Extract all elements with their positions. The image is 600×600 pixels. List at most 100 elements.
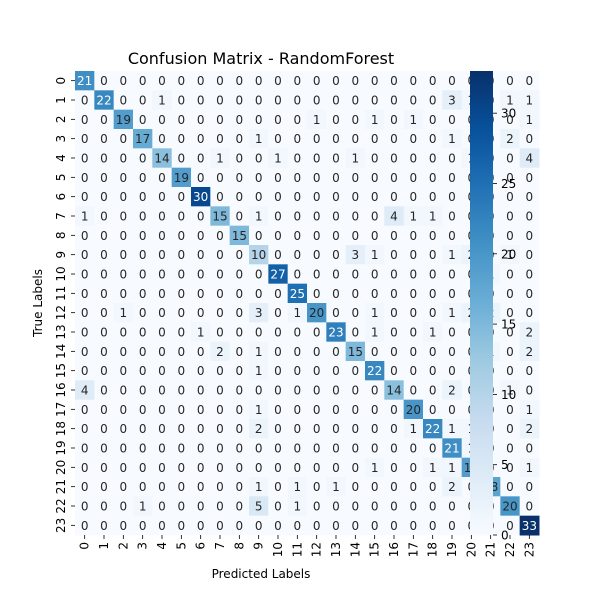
x-tick-label: 10 [271,542,285,557]
heatmap-cell [519,187,540,207]
cell-value: 1 [255,132,263,146]
heatmap-cell [326,245,347,265]
heatmap-cell [307,419,327,439]
cell-value: 0 [120,384,128,398]
cell-value: 0 [178,500,186,514]
cell-value: 0 [178,132,186,146]
cell-value: 0 [197,268,205,282]
heatmap-cell [345,264,366,285]
heatmap-cell [268,515,289,536]
heatmap-cell [500,90,521,111]
cell-value: 0 [158,519,166,533]
heatmap-cell [171,322,192,343]
cell-value: 0 [506,326,514,340]
heatmap-cell [249,457,269,478]
cell-value: 0 [139,190,147,204]
cell-value: 0 [100,132,108,146]
cell-value: 1 [294,500,302,514]
heatmap-cell [384,167,405,188]
heatmap-cell [519,264,540,285]
cell-value: 5 [255,500,263,514]
heatmap-cell [423,283,443,304]
cell-value: 0 [81,306,89,320]
heatmap-cell [500,283,521,304]
y-tick-label: 21 [54,479,68,494]
heatmap-cell [403,438,424,459]
cell-value: 0 [178,461,186,475]
heatmap-cell [403,187,424,207]
cell-value: 1 [255,345,263,359]
cell-value: 0 [197,152,205,166]
heatmap-cell [171,399,192,420]
heatmap-cell [229,438,250,459]
cell-value: 1 [429,210,437,224]
cell-value: 22 [425,422,440,436]
cell-value: 0 [313,519,321,533]
heatmap-cell [519,419,540,439]
cell-value: 2 [448,480,456,494]
cell-value: 0 [429,248,437,262]
heatmap-cell [210,245,231,265]
heatmap-cell [442,109,463,130]
heatmap-cell [307,477,327,497]
cell-value: 0 [332,384,340,398]
heatmap-cell [500,71,521,91]
cell-value: 0 [255,190,263,204]
heatmap-cell [287,167,308,188]
heatmap-cell [287,187,308,207]
heatmap-cell [345,245,366,265]
cell-value: 0 [429,500,437,514]
cell-value: 0 [120,94,128,108]
heatmap-cell [229,457,250,478]
heatmap-cell [442,438,463,459]
cell-value: 0 [236,248,244,262]
heatmap-cell [268,419,289,439]
cell-value: 0 [178,422,186,436]
cell-value: 0 [197,384,205,398]
cell-value: 0 [390,364,398,378]
heatmap-cell [345,303,366,323]
cell-value: 0 [429,132,437,146]
cell-value: 0 [294,519,302,533]
heatmap-cell [75,419,95,439]
cell-value: 0 [390,268,398,282]
heatmap-cell [326,264,347,285]
heatmap-cell [133,283,153,304]
heatmap-cell [423,341,443,362]
colorbar-tick-label: 20 [501,247,516,261]
cell-value: 0 [255,229,263,243]
heatmap-cell [500,264,521,285]
heatmap-cell [210,187,231,207]
heatmap-cell [384,380,405,401]
cell-value: 0 [332,519,340,533]
cell-value: 0 [139,403,147,417]
cell-value: 0 [371,500,379,514]
heatmap-cell [500,225,521,246]
cell-value: 0 [371,190,379,204]
cell-value: 25 [290,287,305,301]
heatmap-cell [191,129,211,149]
cell-value: 0 [352,384,360,398]
heatmap-cell [210,225,231,246]
heatmap-cell [268,148,289,169]
heatmap-cell [365,90,385,111]
cell-value: 0 [178,345,186,359]
cell-value: 0 [526,74,534,88]
cell-value: 0 [139,326,147,340]
heatmap-cell [75,264,95,285]
heatmap-cell [403,361,424,381]
cell-value: 0 [158,171,166,185]
cell-value: 1 [410,422,418,436]
cell-value: 0 [274,113,282,127]
cell-value: 0 [255,113,263,127]
heatmap-cell [75,148,95,169]
heatmap-cell [152,496,173,517]
heatmap-cell [287,341,308,362]
heatmap-cell [249,71,269,91]
cell-value: 0 [255,268,263,282]
y-tick-label: 17 [54,402,68,417]
y-tick-label: 5 [54,174,68,182]
cell-value: 0 [371,74,379,88]
heatmap-cell [94,245,115,265]
